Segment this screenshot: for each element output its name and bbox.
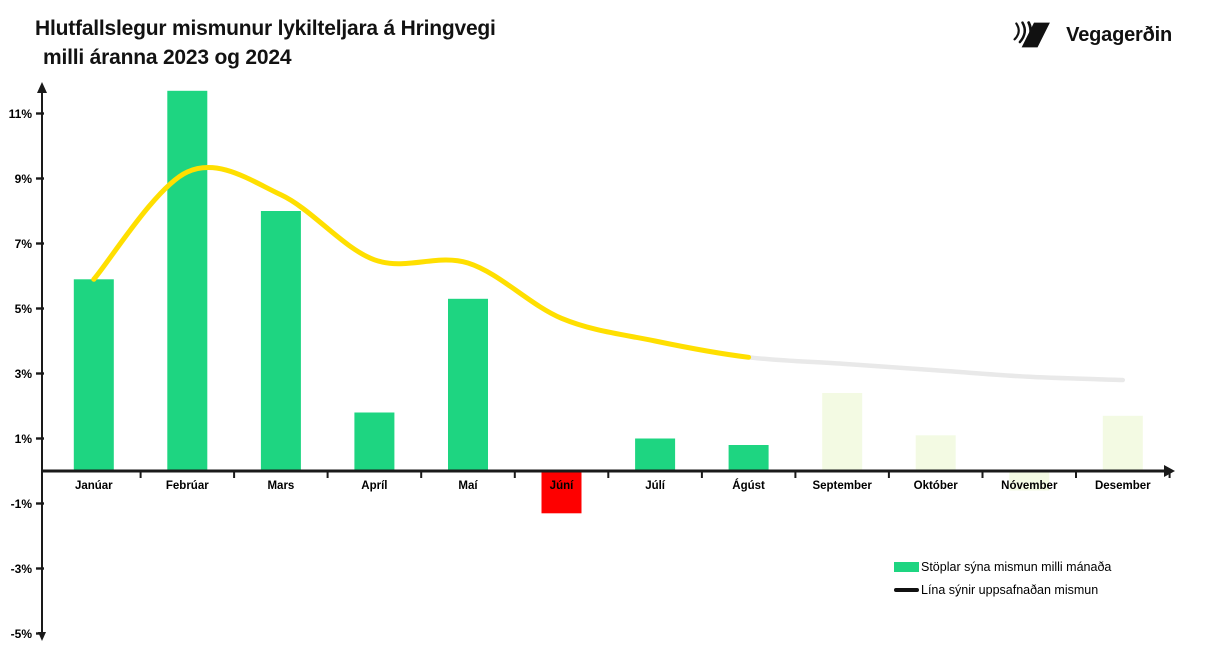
x-label-júní: Júní: [550, 480, 574, 492]
bar-mars: [260, 211, 301, 471]
bar-febrúar: [167, 90, 208, 472]
legend-line-label: Lína sýnir uppsafnaðan mismun: [921, 583, 1099, 597]
x-label-ágúst: Ágúst: [732, 479, 765, 492]
legend-item-line: Lína sýnir uppsafnaðan mismun: [894, 583, 1111, 597]
y-axis-arrow-up-icon: [37, 82, 47, 93]
y-tick-label: -5%: [11, 627, 33, 641]
bar-júlí: [635, 438, 676, 471]
bar-ágúst: [728, 445, 769, 471]
y-tick-label: -1%: [11, 497, 33, 511]
cumulative-line: [91, 165, 752, 360]
bar-desember: [1102, 415, 1143, 472]
x-label-maí: Maí: [458, 480, 478, 492]
x-label-júlí: Júlí: [645, 480, 666, 492]
vegagerdin-logo-text: Vegagerðin: [1066, 23, 1172, 46]
vegagerdin-logo-icon: [1013, 21, 1051, 48]
y-tick-label: -3%: [11, 562, 33, 576]
page-title: Hlutfallslegur mismunur lykilteljara á H…: [35, 14, 496, 72]
title-line-2: milli áranna 2023 og 2024: [43, 46, 292, 69]
y-tick-label: 1%: [15, 432, 33, 446]
x-label-mars: Mars: [267, 480, 294, 492]
bar-nóvember: [1009, 471, 1050, 491]
vegagerdin-logo: Vegagerðin: [1011, 19, 1172, 51]
x-label-september: September: [812, 480, 872, 492]
x-label-október: Október: [914, 480, 959, 492]
legend: Stöplar sýna mismun milli mánaða Lína sý…: [894, 560, 1111, 606]
y-tick-label: 9%: [15, 172, 33, 186]
x-label-apríl: Apríl: [361, 480, 387, 492]
y-tick-label: 11%: [9, 107, 33, 121]
x-label-febrúar: Febrúar: [166, 480, 209, 492]
y-tick-label: 5%: [15, 302, 33, 316]
bar-júní: [541, 471, 582, 514]
y-tick-label: 3%: [15, 367, 33, 381]
y-tick-label: 7%: [15, 237, 33, 251]
x-label-desember: Desember: [1095, 480, 1151, 492]
legend-bar-label: Stöplar sýna mismun milli mánaða: [921, 560, 1112, 574]
bar-september: [822, 393, 863, 471]
x-label-nóvember: Nóvember: [1001, 480, 1058, 492]
legend-line-swatch: [894, 588, 919, 592]
legend-item-bars: Stöplar sýna mismun milli mánaða: [894, 560, 1111, 574]
bar-janúar: [73, 279, 114, 472]
bar-október: [915, 435, 956, 472]
title-line-1: Hlutfallslegur mismunur lykilteljara á H…: [35, 17, 496, 40]
bar-maí: [448, 298, 488, 472]
legend-bar-swatch: [894, 562, 919, 572]
x-label-janúar: Janúar: [75, 480, 113, 492]
cumulative-line-forecast: [746, 355, 1126, 383]
bar-apríl: [354, 412, 395, 471]
